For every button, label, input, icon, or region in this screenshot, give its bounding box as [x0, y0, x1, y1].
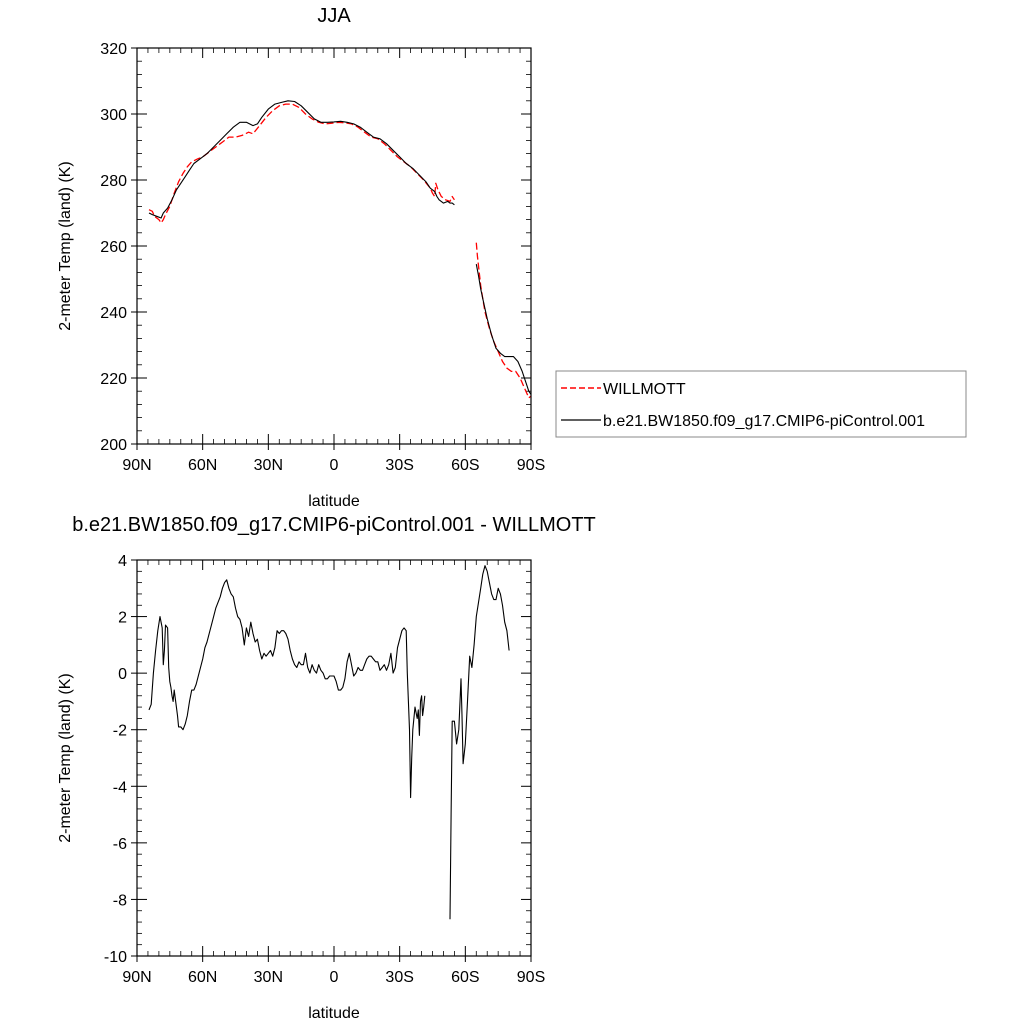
- bottom-panel: b.e21.BW1850.f09_g17.CMIP6-piControl.001…: [57, 514, 596, 1022]
- top-x-tick-label: 30S: [385, 457, 413, 474]
- top-y-tick-label: 300: [100, 107, 127, 124]
- top-x-tick-labels: 90N 60N 30N 0 30S 60S 90S: [122, 457, 545, 474]
- bottom-x-tick-label: 30N: [254, 969, 283, 986]
- bottom-x-tick-label: 60N: [188, 969, 217, 986]
- top-y-tick-label: 320: [100, 41, 127, 58]
- bottom-difference-series-line: [449, 565, 510, 920]
- legend-willmott-label: WILLMOTT: [603, 381, 686, 398]
- bottom-y-tick-labels: -10 -8 -6 -4 -2 0 2 4: [104, 553, 127, 966]
- top-y-tick-label: 260: [100, 239, 127, 256]
- bottom-plot-frame: [136, 559, 532, 957]
- bottom-difference-series-line: [148, 579, 426, 799]
- top-x-tick-label: 90S: [517, 457, 545, 474]
- legend-model-label: b.e21.BW1850.f09_g17.CMIP6-piControl.001: [603, 413, 925, 430]
- bottom-y-tick-label: 4: [118, 553, 127, 570]
- bottom-chart-title: b.e21.BW1850.f09_g17.CMIP6-piControl.001…: [72, 514, 596, 536]
- top-model-series-line: [475, 263, 532, 395]
- top-plot-frame: [136, 47, 532, 445]
- top-y-tick-label: 200: [100, 437, 127, 454]
- bottom-y-tick-label: -4: [113, 779, 127, 796]
- top-y-tick-labels: 200 220 240 260 280 300 320: [100, 41, 127, 454]
- bottom-series-lines: [148, 565, 510, 920]
- top-willmott-series-line: [148, 103, 455, 224]
- bottom-axis-ticks: [131, 559, 532, 962]
- top-y-tick-label: 220: [100, 371, 127, 388]
- top-y-axis-label: 2-meter Temp (land) (K): [57, 161, 74, 331]
- bottom-x-tick-label: 90N: [122, 969, 151, 986]
- top-axis-ticks: [131, 47, 532, 450]
- bottom-y-tick-label: 0: [118, 666, 127, 683]
- bottom-y-tick-label: -2: [113, 723, 127, 740]
- legend-box: [555, 370, 967, 438]
- top-model-series-line: [148, 100, 455, 219]
- bottom-x-axis-label: latitude: [308, 1005, 360, 1022]
- bottom-x-tick-labels: 90N 60N 30N 0 30S 60S 90S: [122, 969, 545, 986]
- top-x-tick-label: 0: [330, 457, 339, 474]
- bottom-x-tick-label: 0: [330, 969, 339, 986]
- top-chart-title: JJA: [317, 5, 351, 27]
- top-x-tick-label: 60S: [451, 457, 479, 474]
- bottom-y-tick-label: -10: [104, 949, 127, 966]
- top-x-axis-label: latitude: [308, 493, 360, 510]
- top-panel: JJA 90N 60N 30N 0 30S 60S 90S 200 220 240 260 280 3…: [57, 5, 967, 510]
- bottom-y-tick-label: 2: [118, 610, 127, 627]
- bottom-x-tick-label: 90S: [517, 969, 545, 986]
- top-y-tick-label: 280: [100, 173, 127, 190]
- top-x-tick-label: 30N: [254, 457, 283, 474]
- bottom-y-tick-label: -8: [113, 892, 127, 909]
- top-series-lines: [148, 100, 532, 399]
- bottom-y-tick-label: -6: [113, 836, 127, 853]
- legend: WILLMOTT b.e21.BW1850.f09_g17.CMIP6-piCo…: [555, 370, 967, 438]
- top-x-tick-label: 60N: [188, 457, 217, 474]
- bottom-x-tick-label: 60S: [451, 969, 479, 986]
- top-y-tick-label: 240: [100, 305, 127, 322]
- top-x-tick-label: 90N: [122, 457, 151, 474]
- bottom-y-axis-label: 2-meter Temp (land) (K): [57, 673, 74, 843]
- bottom-x-tick-label: 30S: [385, 969, 413, 986]
